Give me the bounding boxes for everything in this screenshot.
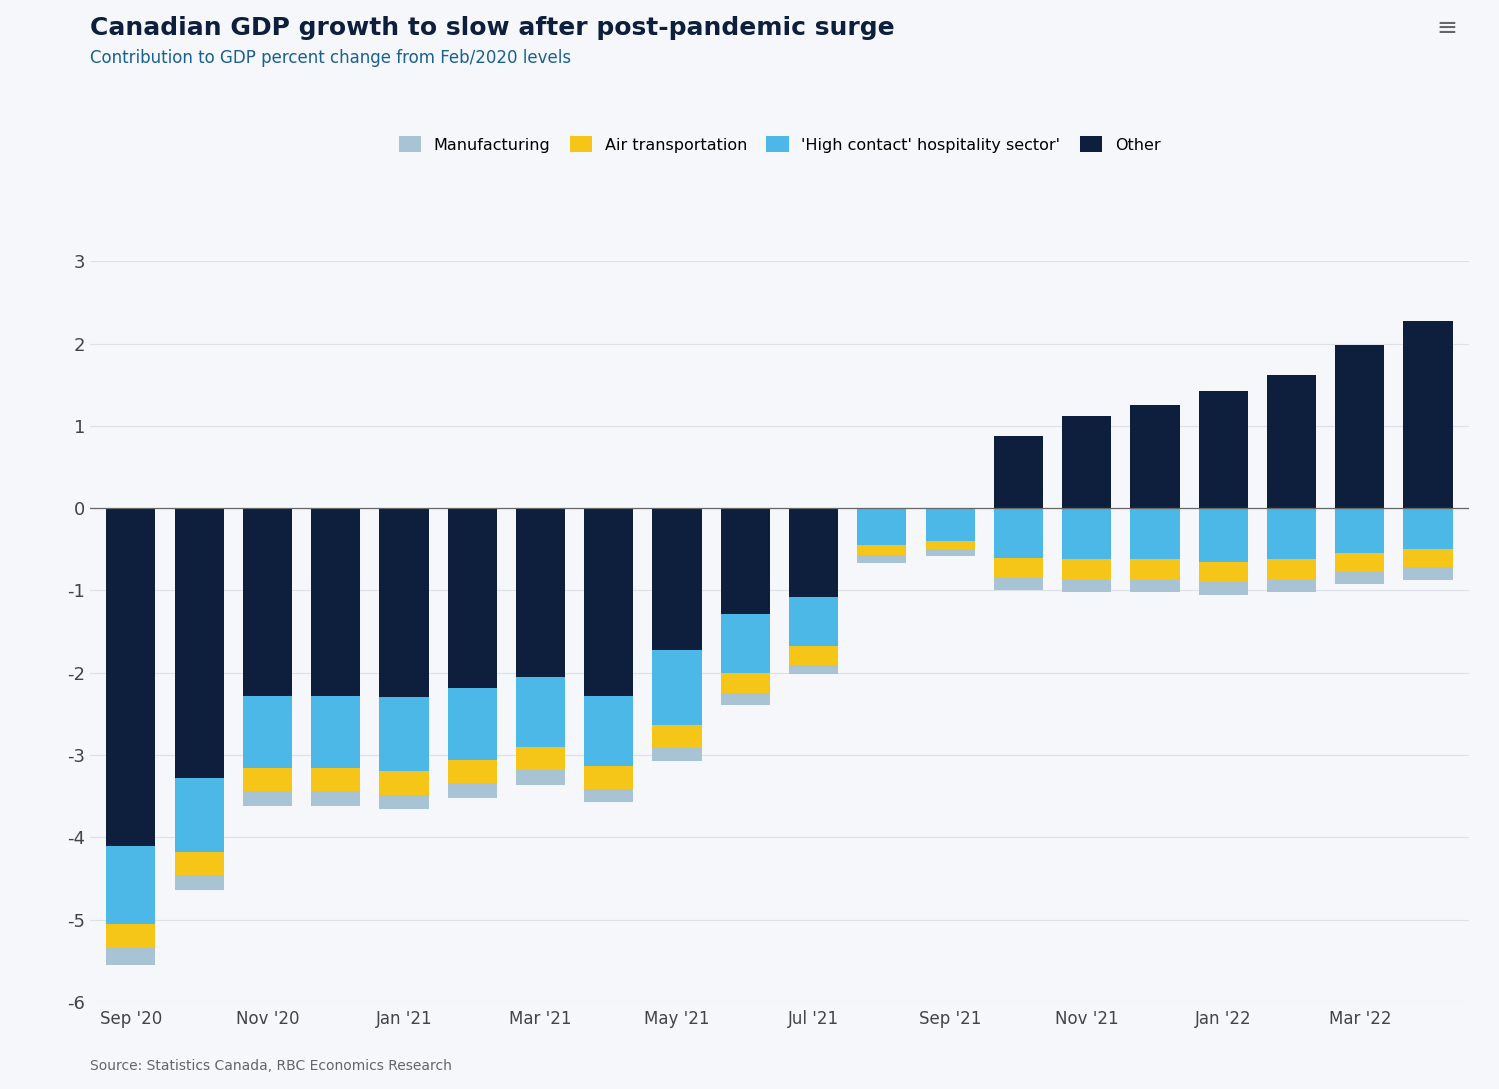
Bar [1063,579,1111,592]
Bar [652,748,702,761]
Bar [243,768,292,792]
Bar [312,768,360,792]
Bar [994,578,1043,590]
Bar [174,876,223,890]
Bar [788,664,838,674]
Bar [925,549,974,555]
Bar [1336,553,1385,572]
Bar [652,725,702,748]
Bar [312,792,360,806]
Bar [1403,567,1453,579]
Bar [1199,562,1247,583]
Bar [1336,345,1385,509]
Bar [243,696,292,768]
Bar [1199,391,1247,509]
Bar [1199,583,1247,595]
Bar [1063,560,1111,579]
Bar [448,783,496,798]
Bar [721,694,770,705]
Bar [994,558,1043,578]
Bar [788,647,838,664]
Bar [585,509,634,696]
Bar [1063,416,1111,509]
Bar [1403,549,1453,567]
Bar [106,845,156,923]
Legend: Manufacturing, Air transportation, 'High contact' hospitality sector', Other: Manufacturing, Air transportation, 'High… [399,136,1160,152]
Bar [243,792,292,806]
Bar [1403,509,1453,549]
Bar [1336,509,1385,553]
Bar [174,778,223,852]
Bar [994,436,1043,509]
Bar [1267,509,1316,560]
Bar [857,546,907,555]
Text: ≡: ≡ [1436,16,1457,40]
Bar [106,509,156,845]
Bar [585,766,634,788]
Bar [721,613,770,673]
Bar [721,509,770,613]
Bar [721,673,770,694]
Bar [1267,560,1316,579]
Bar [516,770,565,785]
Bar [243,509,292,696]
Bar [379,697,429,771]
Text: Canadian GDP growth to slow after post-pandemic surge: Canadian GDP growth to slow after post-p… [90,16,895,40]
Bar [1336,572,1385,584]
Bar [106,949,156,965]
Bar [1130,560,1180,579]
Bar [585,788,634,802]
Bar [857,555,907,563]
Bar [1267,579,1316,592]
Bar [788,597,838,647]
Bar [994,509,1043,558]
Bar [516,747,565,770]
Bar [379,509,429,697]
Bar [312,696,360,768]
Text: Source: Statistics Canada, RBC Economics Research: Source: Statistics Canada, RBC Economics… [90,1059,451,1073]
Bar [1403,320,1453,509]
Bar [1130,509,1180,560]
Bar [379,771,429,795]
Bar [106,923,156,949]
Bar [925,541,974,549]
Bar [312,509,360,696]
Bar [1199,509,1247,562]
Bar [1130,579,1180,592]
Bar [652,509,702,650]
Bar [788,509,838,597]
Bar [448,760,496,783]
Bar [448,687,496,760]
Bar [516,677,565,747]
Bar [174,852,223,876]
Bar [448,509,496,687]
Bar [925,509,974,541]
Bar [652,650,702,725]
Bar [174,509,223,778]
Text: Contribution to GDP percent change from Feb/2020 levels: Contribution to GDP percent change from … [90,49,571,68]
Bar [516,509,565,677]
Bar [1130,405,1180,509]
Bar [1063,509,1111,560]
Bar [379,795,429,809]
Bar [857,509,907,546]
Bar [585,696,634,766]
Bar [1267,375,1316,509]
